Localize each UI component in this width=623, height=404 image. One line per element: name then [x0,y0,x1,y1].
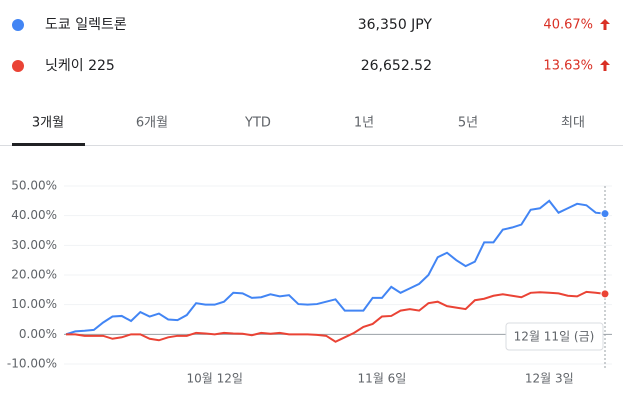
up-arrow [600,60,610,71]
tab-underline [12,143,85,146]
y-tick-label: 40.00% [11,208,57,222]
y-tick-label: 30.00% [11,238,57,252]
x-tick-label: 12월 3일 [525,372,574,386]
range-tab[interactable]: 1년 [354,116,374,131]
legend-dot [12,19,24,31]
up-arrow [600,19,610,30]
x-tick-label: 10월 12일 [186,372,242,386]
legend-price: 26,652.52 [361,58,432,74]
hover-dot [600,209,610,219]
series-line [66,290,606,343]
legend-change: 40.67% [543,18,593,33]
hover-dot [600,289,610,299]
tooltip-text: 12월 11일 (금) [514,330,595,344]
tooltip-box [505,322,604,351]
series-line [65,199,606,336]
range-tab[interactable]: 6개월 [136,116,168,131]
y-tick-label: 10.00% [11,297,57,311]
y-tick-label: 0.00% [19,327,57,341]
y-tick-label: 50.00% [11,179,57,193]
range-tab[interactable]: 3개월 [32,116,64,131]
range-tab[interactable]: YTD [244,116,271,131]
x-tick-label: 11월 6일 [358,372,407,386]
legend-dot [12,60,24,72]
legend-price: 36,350 JPY [358,17,433,33]
range-tab[interactable]: 최대 [561,116,585,131]
legend-change: 13.63% [543,59,593,74]
y-tick-label: -10.00% [7,357,57,371]
range-tab[interactable]: 5년 [458,116,478,131]
y-tick-label: 20.00% [11,268,57,282]
legend-name: 도쿄 일렉트론 [45,17,127,33]
legend-name: 닛케이 225 [45,58,115,74]
